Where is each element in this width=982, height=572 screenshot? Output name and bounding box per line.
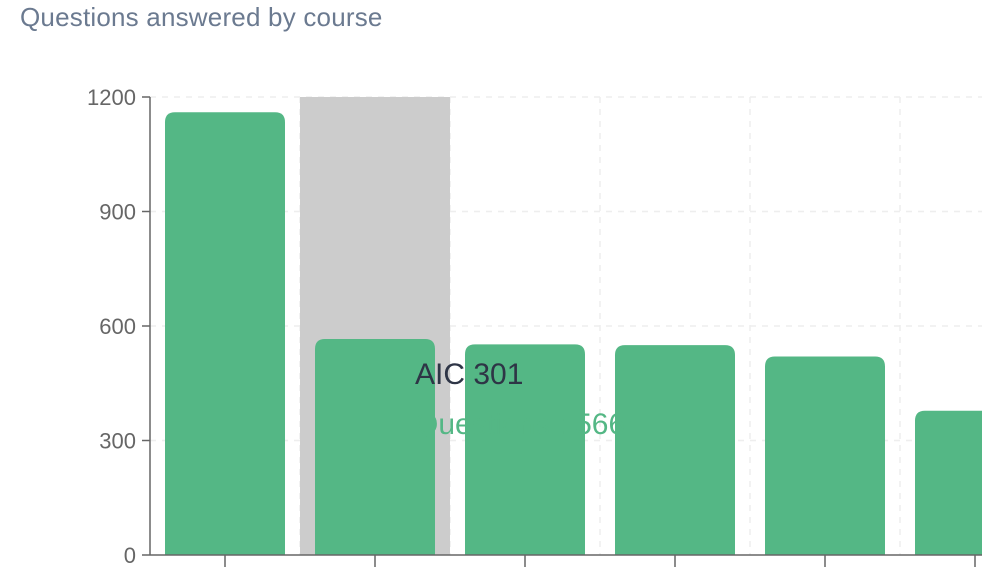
y-tick-label: 1200 bbox=[87, 85, 136, 110]
bar-1[interactable] bbox=[315, 338, 435, 555]
bar-5[interactable] bbox=[915, 410, 982, 555]
chart-title: Questions answered by course bbox=[20, 2, 383, 32]
y-tick-label: 300 bbox=[99, 429, 136, 454]
bar-4[interactable] bbox=[765, 356, 885, 555]
y-tick-label: 600 bbox=[99, 314, 136, 339]
bar-0[interactable] bbox=[165, 112, 285, 556]
bar-2[interactable] bbox=[465, 344, 585, 555]
axes: 0 300 600 900 1200 bbox=[87, 85, 982, 568]
bar-3[interactable] bbox=[615, 345, 735, 555]
y-tick-label: 0 bbox=[124, 543, 136, 568]
y-tick-label: 900 bbox=[99, 200, 136, 225]
bars[interactable] bbox=[165, 112, 982, 556]
